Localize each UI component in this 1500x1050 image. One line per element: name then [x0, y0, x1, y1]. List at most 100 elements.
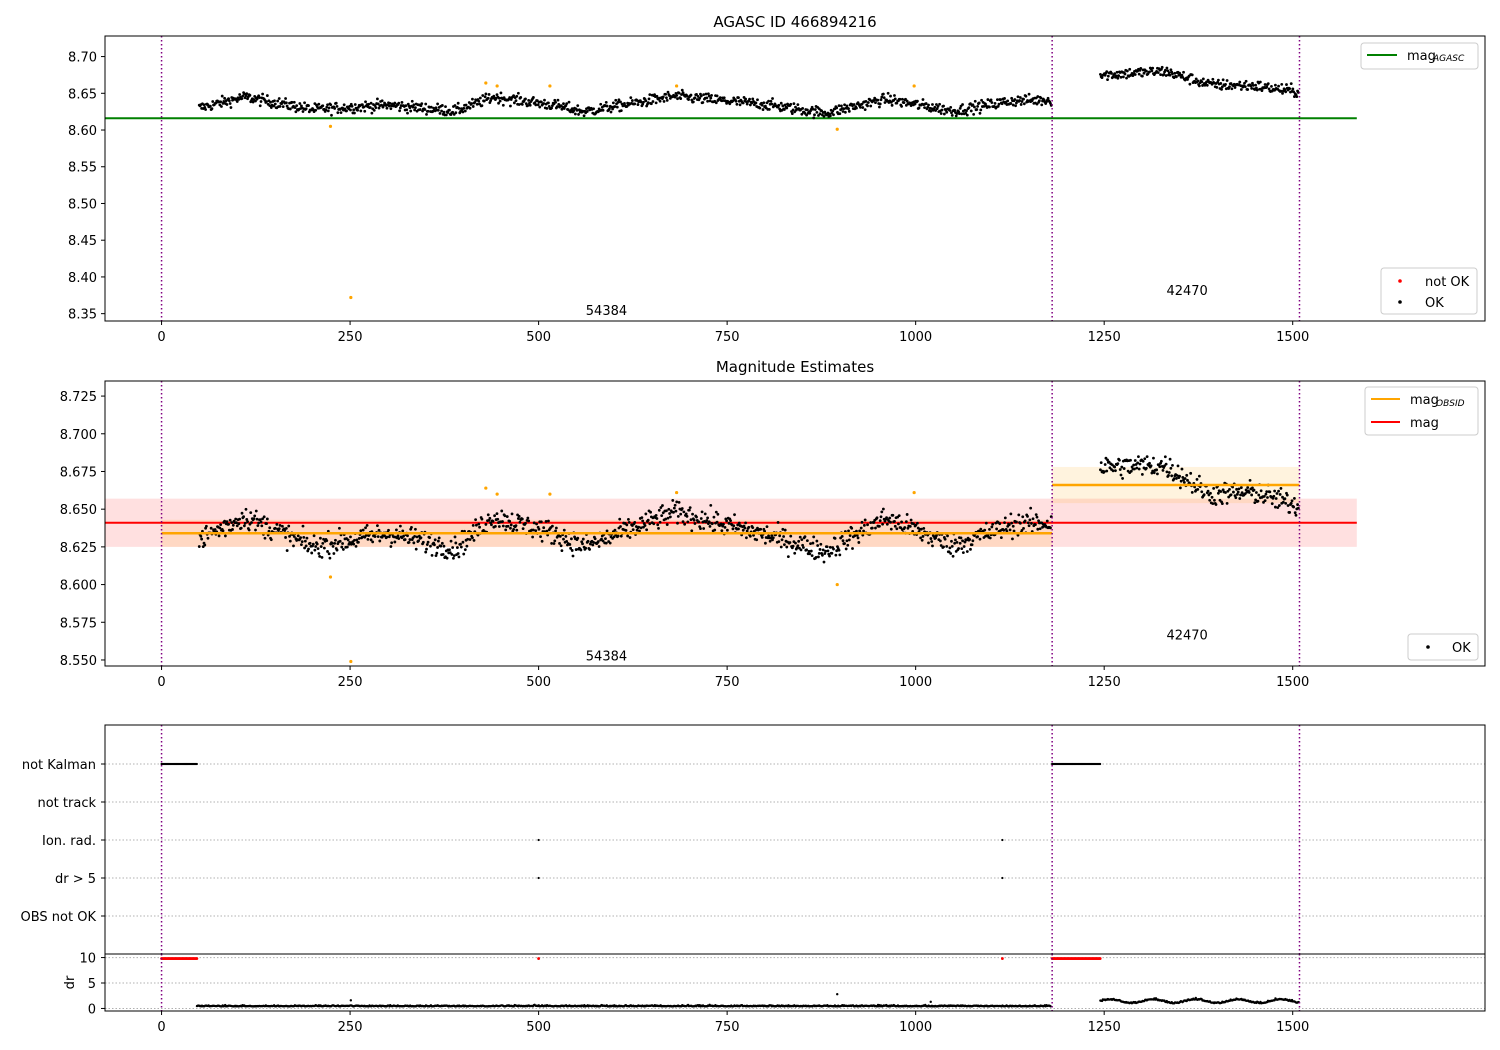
ok-point — [292, 535, 296, 538]
ok-point — [345, 109, 348, 113]
ok-point — [235, 100, 239, 103]
ok-point — [881, 522, 884, 526]
ok-point — [935, 107, 939, 111]
ok-point — [665, 509, 668, 513]
ok-point — [1229, 82, 1233, 85]
ok-point — [515, 94, 519, 98]
ok-point — [465, 544, 469, 548]
ok-point — [664, 517, 668, 521]
ok-point — [512, 94, 516, 98]
y-tick-label: 8.60 — [68, 124, 97, 139]
ok-point — [1224, 491, 1227, 494]
ok-point — [380, 99, 384, 103]
ok-point — [831, 109, 835, 113]
ok-point — [471, 524, 475, 527]
dr-outlier — [349, 999, 353, 1002]
ok-point — [300, 540, 304, 543]
ok-point — [660, 514, 664, 517]
ok-point — [945, 110, 949, 114]
legend-subscript: OBSID — [1436, 399, 1465, 409]
ok-point — [631, 528, 635, 532]
ok-point — [786, 555, 790, 559]
ok-point — [1037, 99, 1041, 103]
ok-point — [406, 534, 409, 538]
ok-point — [880, 95, 884, 99]
ok-point — [429, 105, 433, 109]
ok-point — [794, 105, 797, 109]
ok-point — [446, 111, 450, 114]
ok-point — [423, 108, 427, 111]
ok-point — [993, 101, 997, 105]
ok-point — [265, 100, 268, 104]
ok-point — [1274, 497, 1278, 500]
ok-point — [1167, 471, 1171, 474]
ok-point — [433, 543, 436, 547]
ok-point — [948, 546, 952, 550]
ok-point — [838, 112, 842, 116]
ok-point — [661, 95, 665, 99]
ok-point — [576, 536, 580, 540]
ok-point — [238, 517, 242, 521]
ok-point — [616, 100, 620, 104]
ok-point — [1273, 83, 1277, 87]
ok-point — [373, 535, 377, 538]
ok-point — [1296, 506, 1300, 510]
ok-point — [891, 513, 895, 517]
ok-point — [1039, 96, 1043, 100]
ok-point — [296, 534, 300, 538]
ok-point — [457, 106, 461, 110]
ok-point — [679, 512, 683, 516]
ok-point — [349, 108, 352, 112]
ok-point — [675, 500, 679, 504]
ok-point — [748, 103, 752, 107]
ok-point — [1265, 490, 1269, 494]
ok-point — [790, 112, 794, 115]
ok-point — [319, 545, 323, 548]
ok-point — [436, 546, 439, 549]
ok-point — [1231, 485, 1235, 489]
ok-point — [1100, 76, 1104, 80]
x-tick-label: 750 — [715, 330, 740, 345]
ok-point — [967, 106, 971, 109]
ok-point — [459, 545, 463, 549]
ok-point — [1150, 69, 1154, 73]
ok-point — [225, 520, 229, 524]
ok-point — [800, 538, 804, 541]
ok-point — [767, 108, 771, 111]
ok-point — [654, 101, 658, 105]
ok-point — [258, 518, 262, 522]
ok-point — [364, 526, 367, 530]
ok-point — [413, 108, 417, 112]
ok-point — [319, 536, 322, 540]
ok-point — [707, 94, 711, 98]
ok-point — [850, 526, 854, 530]
ok-point — [377, 106, 381, 110]
ok-point — [1277, 504, 1281, 507]
ok-point — [276, 99, 280, 103]
ok-point — [612, 535, 616, 539]
ok-point — [353, 103, 357, 106]
ok-point — [411, 105, 415, 109]
ok-point — [824, 549, 827, 553]
ok-point — [398, 109, 401, 113]
ok-point — [1121, 75, 1125, 79]
ok-point — [939, 544, 943, 547]
ok-point — [1156, 472, 1159, 476]
ok-point — [655, 517, 659, 520]
ok-point — [237, 97, 241, 101]
ok-point — [960, 547, 964, 550]
ok-point — [862, 523, 866, 527]
ok-point — [418, 108, 422, 111]
ok-point — [436, 108, 440, 112]
ok-point — [217, 534, 221, 538]
ok-point — [685, 94, 689, 98]
ok-point — [556, 98, 560, 102]
dr-outlier — [929, 1000, 932, 1004]
ok-point — [385, 535, 389, 539]
ok-point — [493, 524, 497, 528]
ok-point — [325, 539, 329, 543]
ok-point — [304, 107, 308, 111]
ok-point — [1266, 496, 1269, 499]
highlight-point — [912, 490, 916, 495]
ok-point — [558, 542, 561, 545]
